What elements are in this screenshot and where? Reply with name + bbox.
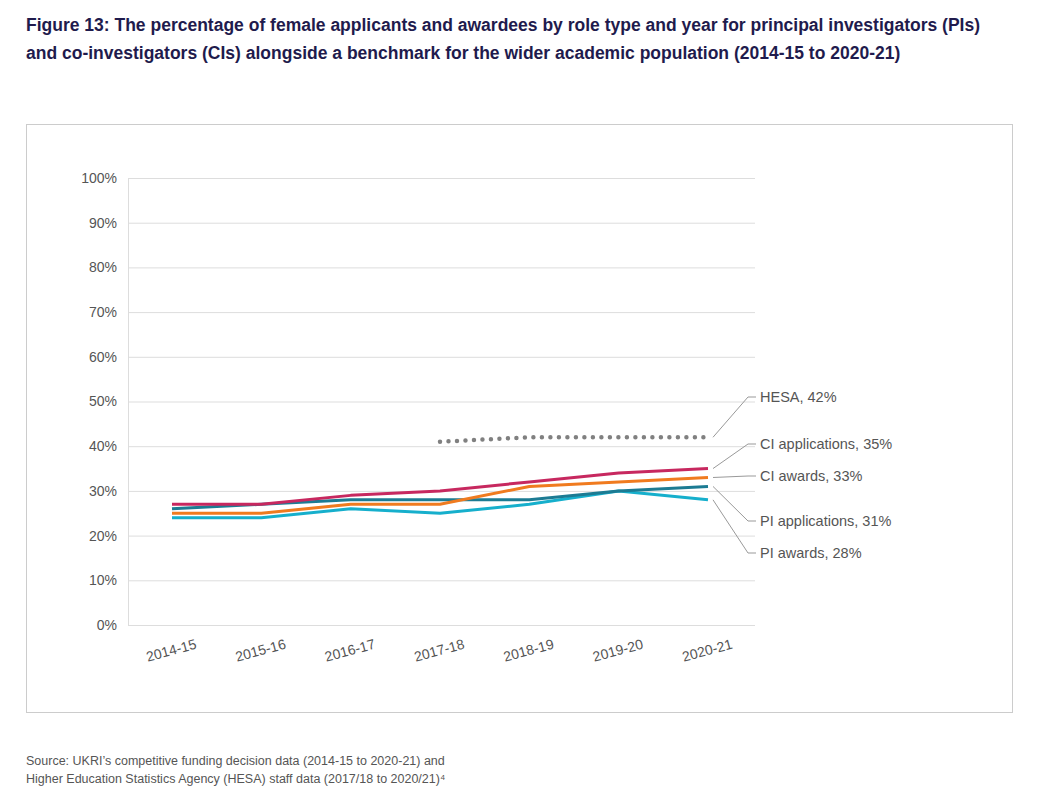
leader-line (713, 444, 756, 469)
y-tick: 70% (89, 304, 755, 320)
y-axis-line (129, 179, 756, 626)
x-tick: 2018-19 (502, 625, 556, 665)
x-tick: 2014-15 (144, 625, 198, 665)
y-tick-label: 80% (89, 259, 117, 275)
y-tick-label: 50% (89, 393, 117, 409)
grid-line (128, 536, 755, 537)
y-tick-label: 0% (97, 617, 117, 633)
grid-line (128, 580, 755, 581)
data-label: CI awards, 33% (760, 468, 862, 484)
y-tick: 50% (89, 393, 755, 409)
data-label: HESA, 42% (760, 389, 837, 405)
x-axis-line (173, 625, 709, 626)
y-tick: 10% (89, 572, 755, 588)
grid-line (128, 402, 755, 403)
x-axis: 2014-15 2015-16 2016-17 2017-18 2018-19 2019-… (144, 625, 734, 665)
y-axis: 0% 10% 20% 30% 40% 50% 60% 70% 80% 90% 100% (81, 170, 755, 633)
x-tick: 2019-20 (591, 625, 645, 665)
grid-line (128, 223, 755, 224)
x-tick: 2020-21 (680, 625, 734, 665)
plot-area (172, 437, 708, 517)
y-tick-label: 30% (89, 483, 117, 499)
x-tick: 2016-17 (323, 625, 377, 665)
y-tick-label: 40% (89, 438, 117, 454)
x-tick-label: 2019-20 (591, 636, 645, 665)
y-tick-label: 70% (89, 304, 117, 320)
y-tick: 90% (89, 215, 755, 231)
source-note: Higher Education Statistics Agency (HESA… (26, 772, 445, 786)
data-label: PI applications, 31% (760, 513, 891, 529)
x-tick-label: 2016-17 (323, 636, 377, 665)
series-line (172, 469, 708, 505)
series-line (440, 437, 708, 441)
grid-line (128, 446, 755, 447)
y-tick: 40% (89, 438, 755, 454)
x-tick: 2015-16 (234, 625, 288, 665)
x-tick: 2017-18 (412, 625, 466, 665)
y-tick-label: 90% (89, 215, 117, 231)
y-tick-label: 10% (89, 572, 117, 588)
y-tick: 60% (89, 349, 755, 365)
title: Figure 13: The percentage of female appl… (26, 15, 980, 63)
y-tick: 20% (89, 528, 755, 544)
x-tick-label: 2018-19 (502, 636, 556, 665)
data-label: CI applications, 35% (760, 436, 892, 452)
grid-line (128, 357, 755, 358)
grid-line (128, 178, 755, 179)
leader-line (713, 397, 756, 437)
frame (27, 125, 1013, 713)
x-tick-label: 2014-15 (144, 636, 198, 665)
y-tick-label: 60% (89, 349, 117, 365)
y-tick: 0% (97, 617, 755, 633)
leader-line (713, 486, 756, 521)
chart: Figure 13: The percentage of female appl… (0, 0, 1051, 800)
y-tick: 80% (89, 259, 755, 275)
grid-line (128, 625, 755, 626)
grid-line (128, 312, 755, 313)
leader-line (713, 476, 756, 477)
end-labels: PI awards, 28% PI applications, 31% CI awa… (713, 389, 892, 561)
x-tick-label: 2017-18 (412, 636, 466, 665)
data-label: PI awards, 28% (760, 545, 862, 561)
y-tick-label: 20% (89, 528, 117, 544)
y-tick-label: 100% (81, 170, 117, 186)
source-note: Source: UKRI’s competitive funding decis… (26, 754, 445, 768)
y-tick: 100% (81, 170, 755, 186)
series-line (172, 477, 708, 513)
x-tick-label: 2020-21 (680, 636, 734, 665)
grid-line (128, 267, 755, 268)
x-tick-label: 2015-16 (234, 636, 288, 665)
